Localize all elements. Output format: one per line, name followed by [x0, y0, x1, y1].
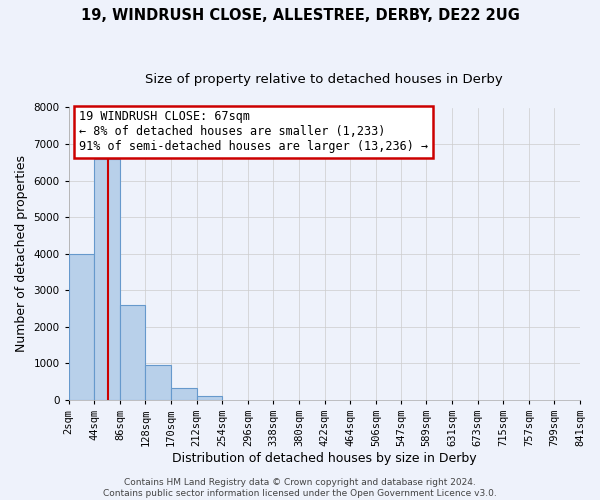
- Text: Contains HM Land Registry data © Crown copyright and database right 2024.
Contai: Contains HM Land Registry data © Crown c…: [103, 478, 497, 498]
- Bar: [197, 396, 222, 400]
- Bar: [171, 388, 197, 400]
- Text: 19, WINDRUSH CLOSE, ALLESTREE, DERBY, DE22 2UG: 19, WINDRUSH CLOSE, ALLESTREE, DERBY, DE…: [80, 8, 520, 22]
- Bar: [94, 158, 120, 400]
- Title: Size of property relative to detached houses in Derby: Size of property relative to detached ho…: [145, 72, 503, 86]
- Y-axis label: Number of detached properties: Number of detached properties: [15, 155, 28, 352]
- Bar: [69, 254, 94, 400]
- Text: 19 WINDRUSH CLOSE: 67sqm
← 8% of detached houses are smaller (1,233)
91% of semi: 19 WINDRUSH CLOSE: 67sqm ← 8% of detache…: [79, 110, 428, 154]
- Bar: [120, 305, 145, 400]
- Bar: [145, 365, 171, 400]
- X-axis label: Distribution of detached houses by size in Derby: Distribution of detached houses by size …: [172, 452, 476, 465]
